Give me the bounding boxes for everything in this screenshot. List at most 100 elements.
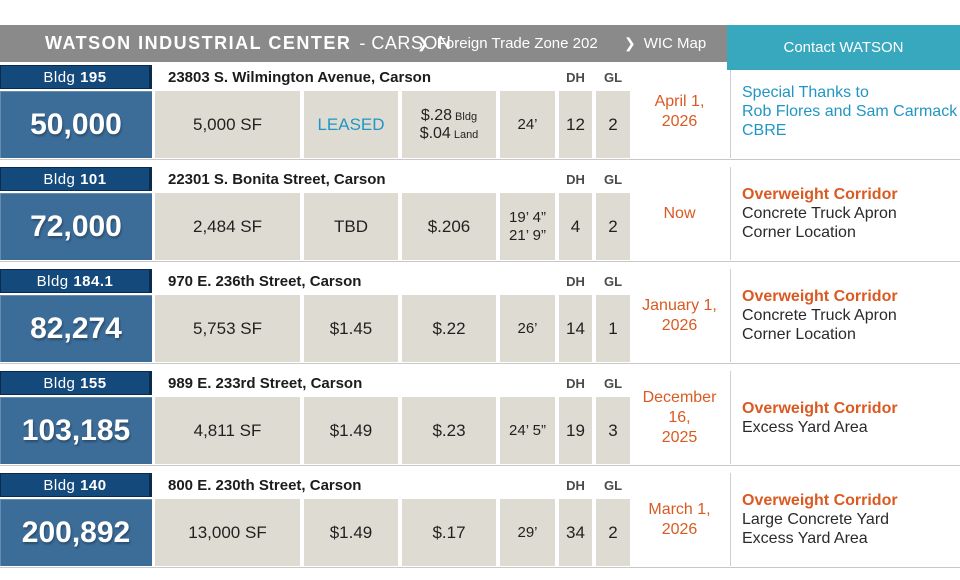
gl-column-header: GL — [603, 69, 623, 85]
rate2-cell: $.23 — [402, 397, 496, 464]
table-row: Bldg 184.1 82,274 970 E. 236th Street, C… — [0, 269, 960, 364]
note-line: Rob Flores and Sam Carmack — [742, 103, 958, 120]
note-heading: Overweight Corridor — [742, 399, 898, 417]
detail-column: 22301 S. Bonita Street, Carson DH GL 2,4… — [155, 167, 630, 260]
note-heading: Overweight Corridor — [742, 492, 898, 509]
gl-count-cell: 2 — [596, 91, 630, 158]
note-line: Excess Yard Area — [742, 418, 868, 436]
gl-column-header: GL — [603, 477, 623, 493]
rate2-cell: $.206 — [402, 193, 496, 260]
available-sf: 200,892 — [0, 499, 152, 566]
clear-height-cell: 19’ 4” 21’ 9” — [500, 193, 555, 260]
available-date: December 16, 2025 — [632, 371, 727, 464]
available-sf: 72,000 — [0, 193, 152, 260]
note-line: CBRE — [742, 122, 787, 139]
clear-line: 21’ 9” — [509, 226, 546, 244]
available-sf: 50,000 — [0, 91, 152, 158]
clear-height-cell: 24’ 5” — [500, 397, 555, 464]
available-sf: 103,185 — [0, 397, 152, 464]
dual-rate-cell: $.28 Bldg $.04 Land — [402, 91, 496, 158]
gl-column-header: GL — [603, 375, 623, 391]
office-sf-cell: 5,000 SF — [155, 91, 300, 158]
notes: Overweight Corridor Concrete Truck Apron… — [730, 269, 960, 362]
address-bar: 970 E. 236th Street, Carson DH GL — [155, 269, 630, 293]
rate-cell: $1.45 — [304, 295, 398, 362]
detail-column: 800 E. 230th Street, Carson DH GL 13,000… — [155, 473, 630, 566]
bldg-word: Bldg — [36, 272, 74, 290]
gl-column-header: GL — [603, 273, 623, 289]
date-line: December 16, — [642, 388, 717, 426]
clear-height-cell: 29’ — [500, 499, 555, 566]
address-bar: 22301 S. Bonita Street, Carson DH GL — [155, 167, 630, 191]
gl-count-cell: 1 — [596, 295, 630, 362]
data-cells: 13,000 SF $1.49 $.17 29’ 34 2 — [155, 499, 630, 566]
available-sf: 82,274 — [0, 295, 152, 362]
building-column: Bldg 195 50,000 — [0, 65, 152, 158]
bldg-rate: $.28 Bldg — [421, 107, 477, 125]
available-date: April 1, 2026 — [632, 65, 727, 158]
rate2-cell: $.17 — [402, 499, 496, 566]
building-label: Bldg 184.1 — [0, 269, 152, 293]
note-line: Concrete Truck Apron — [742, 205, 897, 222]
chevron-right-icon: ❯ — [417, 35, 429, 51]
land-rate: $.04 Land — [420, 125, 479, 143]
status-cell: LEASED — [304, 91, 398, 158]
clear-line: 19’ 4” — [509, 208, 546, 226]
bldg-word: Bldg — [43, 476, 81, 494]
bldg-number: 184.1 — [73, 272, 114, 290]
gl-count-cell: 2 — [596, 193, 630, 260]
note-line: Corner Location — [742, 326, 856, 343]
detail-column: 970 E. 236th Street, Carson DH GL 5,753 … — [155, 269, 630, 362]
note-line: Concrete Truck Apron — [742, 307, 897, 324]
table-row: Bldg 101 72,000 22301 S. Bonita Street, … — [0, 167, 960, 262]
table-row: Bldg 195 50,000 23803 S. Wilmington Aven… — [0, 65, 960, 160]
office-sf-cell: 13,000 SF — [155, 499, 300, 566]
land-rate-value: $.04 — [419, 124, 451, 142]
building-column: Bldg 155 103,185 — [0, 371, 152, 464]
office-sf-cell: 4,811 SF — [155, 397, 300, 464]
bldg-number: 195 — [80, 68, 107, 86]
address: 970 E. 236th Street, Carson — [168, 272, 362, 290]
note-line: Corner Location — [742, 224, 856, 241]
contact-watson-button[interactable]: Contact WATSON — [727, 25, 960, 70]
address: 22301 S. Bonita Street, Carson — [168, 170, 386, 188]
notes: Overweight Corridor Concrete Truck Apron… — [730, 167, 960, 260]
data-cells: 5,000 SF LEASED $.28 Bldg $.04 Land 24’ 12… — [155, 91, 630, 158]
detail-column: 23803 S. Wilmington Avenue, Carson DH GL… — [155, 65, 630, 158]
gl-count-cell: 3 — [596, 397, 630, 464]
brand-location: - CARSON — [359, 33, 452, 53]
date-line: January 1, — [642, 296, 717, 314]
clear-height-cell: 26’ — [500, 295, 555, 362]
date-line: 2026 — [661, 112, 698, 130]
table-row: Bldg 140 200,892 800 E. 230th Street, Ca… — [0, 473, 960, 568]
rate-cell: TBD — [304, 193, 398, 260]
nav-wic-map[interactable]: ❯ WIC Map — [624, 25, 706, 62]
dh-column-header: DH — [566, 69, 585, 85]
available-date: Now — [632, 167, 727, 260]
address-bar: 989 E. 233rd Street, Carson DH GL — [155, 371, 630, 395]
note-heading: Overweight Corridor — [742, 288, 898, 305]
address-bar: 800 E. 230th Street, Carson DH GL — [155, 473, 630, 497]
data-cells: 4,811 SF $1.49 $.23 24’ 5” 19 3 — [155, 397, 630, 464]
date-line: 2025 — [661, 428, 698, 446]
bldg-word: Bldg — [43, 170, 81, 188]
bldg-rate-unit: Bldg — [455, 110, 478, 123]
land-rate-unit: Land — [453, 128, 479, 141]
rate-cell: $1.49 — [304, 397, 398, 464]
dh-count-cell: 12 — [559, 91, 592, 158]
notes: Special Thanks to Rob Flores and Sam Car… — [730, 65, 960, 158]
date-line: Now — [663, 204, 696, 222]
date-line: 2026 — [661, 520, 698, 538]
nav-foreign-trade-zone[interactable]: ❯ Foreign Trade Zone 202 — [417, 25, 598, 62]
dh-column-header: DH — [566, 375, 585, 391]
date-line: March 1, — [648, 500, 711, 518]
office-sf-cell: 5,753 SF — [155, 295, 300, 362]
detail-column: 989 E. 233rd Street, Carson DH GL 4,811 … — [155, 371, 630, 464]
bldg-rate-value: $.28 — [420, 106, 453, 124]
dh-count-cell: 4 — [559, 193, 592, 260]
brand-name: WATSON INDUSTRIAL CENTER — [45, 33, 352, 53]
nav-foreign-trade-zone-label: Foreign Trade Zone 202 — [436, 35, 598, 52]
page-title: WATSON INDUSTRIAL CENTER - CARSON — [45, 25, 451, 62]
date-line: 2026 — [661, 316, 698, 334]
